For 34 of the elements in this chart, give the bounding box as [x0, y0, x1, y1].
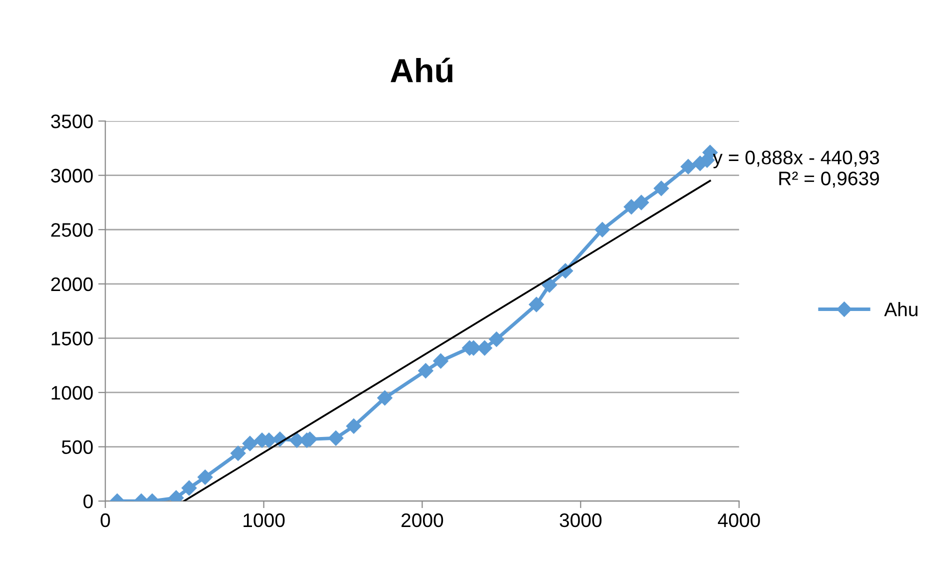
y-tick-label: 2500	[51, 223, 93, 237]
point	[488, 332, 504, 347]
point	[377, 390, 392, 406]
point	[346, 418, 362, 434]
legend-label: Ahu	[884, 302, 918, 316]
point	[680, 159, 696, 174]
point	[230, 446, 246, 461]
point	[594, 222, 610, 238]
point	[477, 340, 492, 356]
point	[654, 180, 669, 196]
point	[418, 363, 434, 378]
x-tick-label: 4000	[718, 513, 760, 528]
point	[182, 480, 197, 496]
point	[624, 199, 639, 214]
annotation: y = 0,888x - 440,93 R² = 0,9639	[712, 150, 880, 188]
y-tick-label: 500	[62, 440, 93, 454]
point	[542, 277, 557, 293]
point	[328, 430, 344, 446]
y-tick-label: 0	[83, 494, 93, 508]
x-tick-label: 1000	[244, 513, 285, 528]
x-tick-label: 3000	[560, 513, 602, 528]
point	[634, 194, 649, 210]
x-tick-label: 2000	[402, 513, 444, 528]
y-tick-label: 1000	[52, 386, 93, 400]
chart-title: Ahú	[390, 58, 452, 82]
x-tick-label: 0	[100, 513, 110, 528]
point	[198, 470, 213, 485]
point	[528, 296, 544, 312]
y-tick-label: 3000	[51, 168, 93, 183]
y-tick-label: 3500	[51, 114, 93, 128]
y-tick-label: 2000	[51, 277, 93, 292]
point	[242, 436, 258, 452]
y-tick-label: 1500	[52, 332, 93, 346]
point	[433, 353, 448, 369]
